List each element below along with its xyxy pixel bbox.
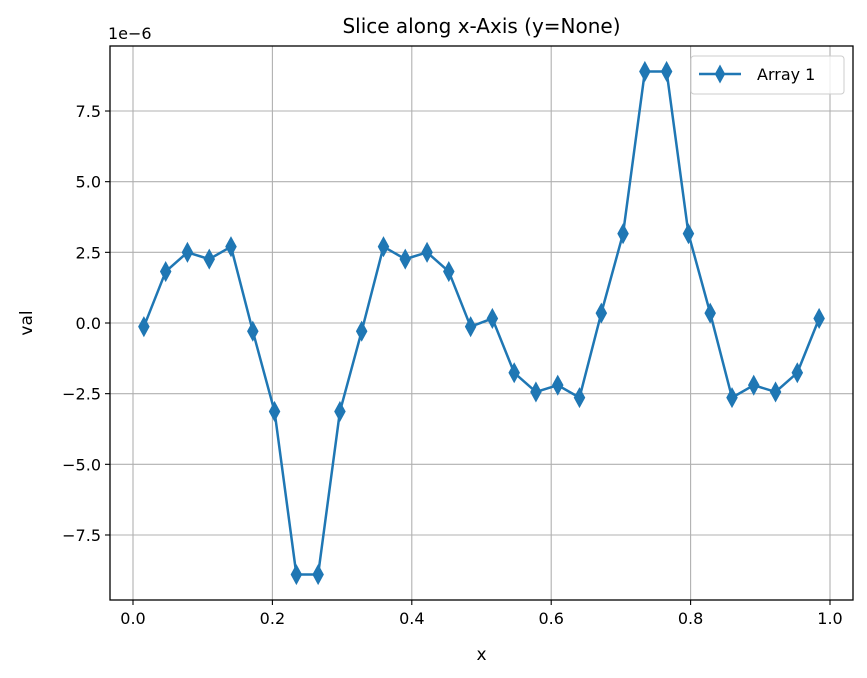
x-tick-label: 1.0 <box>817 609 842 628</box>
data-point-marker <box>747 374 760 396</box>
data-point-marker <box>769 381 782 403</box>
legend-box <box>690 55 845 95</box>
y-tick-label: 2.5 <box>76 243 101 262</box>
data-point-marker <box>225 236 237 258</box>
tick-layer: 0.0 0.2 0.4 0.6 0.8 1.0 −7.5 −5.0 −2.5 0.0 2.5 5.0 7… <box>62 102 843 628</box>
data-point-marker <box>791 362 804 384</box>
y-scale-note: 1e−6 <box>108 24 152 43</box>
data-point-marker <box>595 302 608 324</box>
x-axis-title: x <box>476 645 486 665</box>
data-point-marker <box>334 400 346 423</box>
y-tick-label: −5.0 <box>62 455 101 474</box>
data-point-marker <box>726 387 738 409</box>
legend-marker <box>714 64 726 84</box>
data-point-marker <box>486 307 499 330</box>
data-point-marker <box>377 236 390 258</box>
data-point-marker <box>704 302 716 324</box>
data-point-marker <box>660 60 673 82</box>
data-point-marker <box>159 261 172 283</box>
x-tick-label: 0.8 <box>678 609 703 628</box>
data-point-marker <box>203 248 216 270</box>
data-point-marker <box>247 320 259 342</box>
grid <box>110 46 853 600</box>
x-tick-label: 0.6 <box>538 609 563 628</box>
y-axis-title: val <box>17 310 37 335</box>
y-tick-label: −2.5 <box>62 385 101 404</box>
data-point-marker <box>268 400 281 423</box>
y-tick-label: −7.5 <box>62 526 101 545</box>
chart-title: Slice along x-Axis (y=None) <box>342 14 620 38</box>
data-point-marker <box>617 223 629 245</box>
data-point-marker <box>290 564 303 586</box>
data-point-marker <box>138 316 150 338</box>
data-point-marker <box>551 374 564 396</box>
data-point-marker <box>682 223 695 245</box>
y-tick-label: 5.0 <box>76 173 101 192</box>
y-tick-label: 7.5 <box>76 102 101 121</box>
data-point-marker <box>443 261 455 283</box>
data-point-marker <box>813 307 825 330</box>
legend: Array 1 <box>690 55 845 95</box>
data-point-marker <box>530 381 542 403</box>
x-tick-label: 0.2 <box>260 609 285 628</box>
data-point-marker <box>181 241 194 263</box>
y-tick-label: 0.0 <box>76 314 101 333</box>
series-line <box>142 70 821 576</box>
data-point-marker <box>312 564 324 586</box>
x-tick-label: 0.0 <box>120 609 145 628</box>
data-point-marker <box>355 320 368 342</box>
data-point-marker <box>399 248 412 270</box>
x-tick-label: 0.4 <box>399 609 424 628</box>
data-point-marker <box>508 362 520 384</box>
series-layer <box>138 60 825 586</box>
data-point-marker <box>639 60 651 82</box>
data-point-marker <box>573 387 586 409</box>
data-point-marker <box>464 316 477 338</box>
legend-label: Array 1 <box>757 65 815 84</box>
data-point-marker <box>421 241 433 263</box>
